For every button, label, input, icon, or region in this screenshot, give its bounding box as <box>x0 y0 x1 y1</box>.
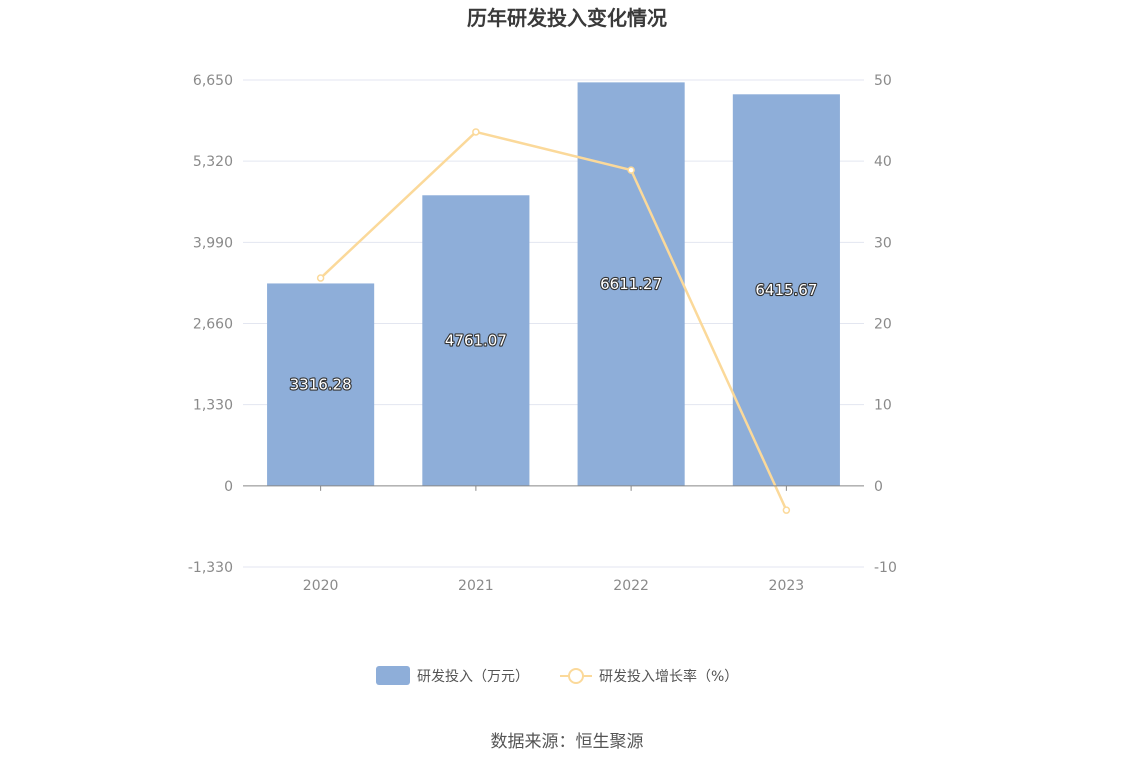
legend[interactable]: 研发投入（万元） 研发投入增长率（%） <box>376 666 738 685</box>
y-right-tick-label: 10 <box>874 398 892 414</box>
bar <box>267 283 375 486</box>
line-series <box>316 128 791 514</box>
x-tick-label: 2020 <box>303 578 339 594</box>
legend-bar-swatch <box>376 666 410 685</box>
y-left-tick-label: 5,320 <box>193 154 233 170</box>
growth-point <box>472 128 480 136</box>
bar-value-label: 6415.67 <box>755 281 817 299</box>
bar-value-label: 6611.27 <box>600 275 662 293</box>
y-right-tick-label: 40 <box>874 154 892 170</box>
bar <box>422 195 530 486</box>
x-tick-label: 2023 <box>769 578 805 594</box>
chart-title: 历年研发投入变化情况 <box>467 6 667 30</box>
y-right-tick-label: 50 <box>874 73 892 89</box>
axes: -1,330 0 1,330 2,660 3,990 5,320 6,650 -10 0 10 20… <box>188 73 897 594</box>
y-left-tick-label: 1,330 <box>193 398 233 414</box>
y-left-tick-label: 6,650 <box>193 73 233 89</box>
x-tick-label: 2021 <box>458 578 494 594</box>
legend-line-label: 研发投入增长率（%） <box>599 668 738 685</box>
bar-value-label: 4761.07 <box>445 332 507 350</box>
growth-line <box>319 130 788 511</box>
y-left-tick-label: 2,660 <box>193 317 233 333</box>
growth-point <box>782 506 791 514</box>
y-right-tick-label: 30 <box>874 235 892 251</box>
y-left-tick-label: 0 <box>224 479 233 495</box>
y-left-tick-label: 3,990 <box>193 235 233 251</box>
legend-line-marker <box>568 668 584 684</box>
bar-value-label: 3316.28 <box>290 376 352 394</box>
y-right-tick-label: -10 <box>874 560 897 576</box>
growth-point <box>627 166 635 174</box>
source-note: 数据来源：恒生聚源 <box>491 732 644 752</box>
x-tick-label: 2022 <box>613 578 649 594</box>
bar <box>732 94 840 486</box>
legend-bar-label: 研发投入（万元） <box>417 669 529 685</box>
y-left-tick-label: -1,330 <box>188 560 233 576</box>
bar <box>577 82 685 486</box>
y-right-tick-label: 20 <box>874 317 892 333</box>
growth-point <box>316 274 325 282</box>
bar-series <box>267 82 840 486</box>
y-right-tick-label: 0 <box>874 479 883 495</box>
data-labels: 3316.28 4761.07 6611.27 6415.67 <box>289 274 819 395</box>
